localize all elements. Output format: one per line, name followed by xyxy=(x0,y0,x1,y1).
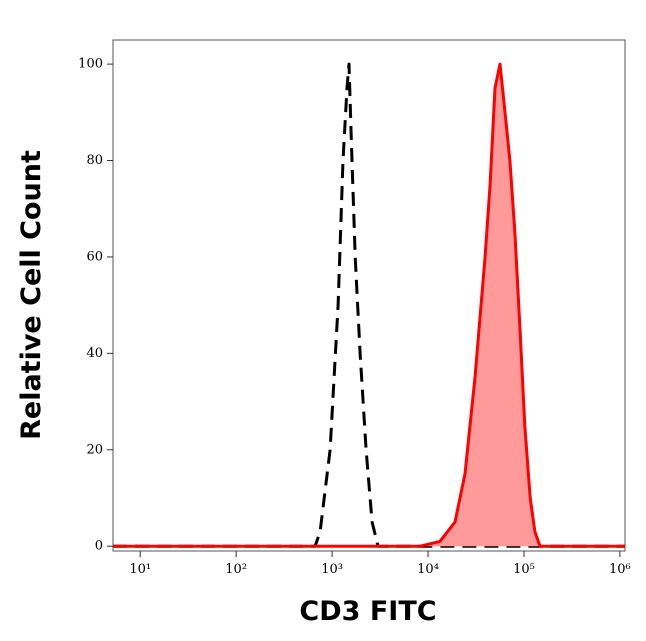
y-tick-label: 40 xyxy=(86,346,103,361)
y-tick-label: 80 xyxy=(86,153,103,168)
dashed-histogram xyxy=(113,62,625,548)
filled-histogram xyxy=(113,62,625,548)
x-axis-title: CD3 FITC xyxy=(299,596,436,627)
x-tick-label: 10¹ xyxy=(129,562,151,577)
x-tick-label: 10² xyxy=(225,562,247,577)
x-tick-label: 10⁶ xyxy=(609,562,631,577)
x-tick-label: 10⁴ xyxy=(417,562,439,577)
y-tick-label: 0 xyxy=(95,539,103,554)
x-tick-label: 10³ xyxy=(321,562,343,577)
y-tick-label: 100 xyxy=(78,57,103,72)
plot-frame xyxy=(112,39,626,552)
y-tick-label: 20 xyxy=(86,442,103,457)
x-tick-label: 10⁵ xyxy=(513,562,535,577)
y-tick-label: 60 xyxy=(86,249,103,264)
y-axis-title: Relative Cell Count xyxy=(16,150,47,440)
